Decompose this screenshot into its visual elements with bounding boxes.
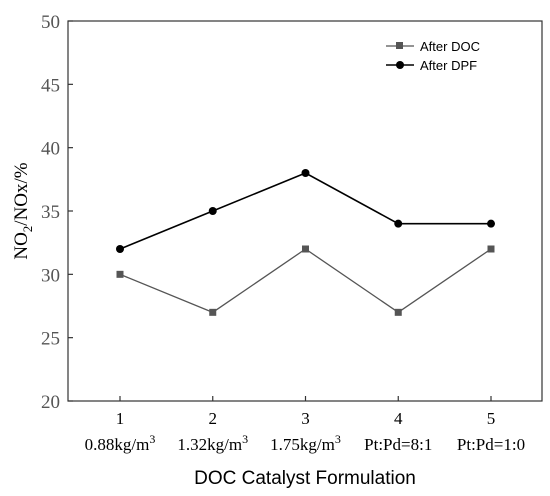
x-category-detail-superscript: 3 (149, 432, 155, 446)
y-axis-label: NO2/NOx/% (11, 162, 35, 259)
point-after-doc (209, 308, 217, 316)
y-tick-label: 25 (41, 329, 60, 350)
series-layer (116, 169, 495, 316)
y-tick-label: 45 (41, 75, 60, 96)
point-after-doc (487, 245, 495, 253)
x-category-detail-text: Pt:Pd=8:1 (364, 435, 432, 454)
x-category-detail: 1.75kg/m3 (270, 432, 341, 454)
y-axis-label-subscript: 2 (20, 226, 35, 233)
x-category-detail: 0.88kg/m3 (85, 432, 156, 454)
x-category-detail: 1.32kg/m3 (177, 432, 248, 454)
legend-label-after-doc: After DOC (420, 39, 480, 54)
point-after-dpf (487, 219, 495, 228)
y-tick-label: 35 (41, 202, 60, 223)
point-after-doc (116, 270, 124, 278)
x-category-detail-text: 1.75kg/m (270, 435, 335, 454)
point-after-doc (394, 308, 402, 316)
x-category-detail-text: 0.88kg/m (85, 435, 150, 454)
legend-marker-after-dpf (396, 61, 404, 69)
series-line-after-dpf (119, 172, 491, 250)
y-tick-label: 40 (41, 139, 60, 160)
x-tick-label: 3 (301, 409, 310, 428)
legend-marker-after-doc (396, 42, 403, 49)
y-axis-ticks: 20 25 30 35 40 45 50 (41, 12, 73, 413)
point-after-dpf (208, 207, 217, 215)
x-axis-ticks: 10.88kg/m321.32kg/m331.75kg/m34Pt:Pd=8:1… (85, 396, 525, 454)
x-category-detail-superscript: 3 (242, 432, 248, 446)
y-tick-label: 30 (41, 265, 60, 286)
x-category-detail-superscript: 3 (335, 432, 341, 446)
x-tick-label: 4 (394, 409, 403, 428)
point-after-dpf (116, 245, 124, 253)
point-after-dpf (301, 169, 310, 177)
series-line-after-doc (119, 248, 492, 314)
x-tick-label: 1 (116, 409, 125, 428)
y-axis-label-rest: /NOx/% (11, 162, 32, 226)
x-tick-label: 2 (209, 409, 218, 428)
y-tick-label: 20 (41, 392, 60, 413)
legend-label-after-dpf: After DPF (420, 58, 477, 73)
plot-frame (67, 20, 543, 402)
x-tick-label: 5 (487, 409, 496, 428)
x-category-detail: Pt:Pd=8:1 (364, 435, 432, 454)
x-category-detail-text: Pt:Pd=1:0 (457, 435, 525, 454)
point-after-dpf (394, 219, 403, 228)
legend: After DOC After DPF (386, 39, 480, 73)
x-axis-label: DOC Catalyst Formulation (194, 468, 416, 489)
point-after-doc (302, 245, 309, 253)
x-category-detail: Pt:Pd=1:0 (457, 435, 525, 454)
y-tick-label: 50 (41, 12, 60, 33)
x-category-detail-text: 1.32kg/m (177, 435, 242, 454)
